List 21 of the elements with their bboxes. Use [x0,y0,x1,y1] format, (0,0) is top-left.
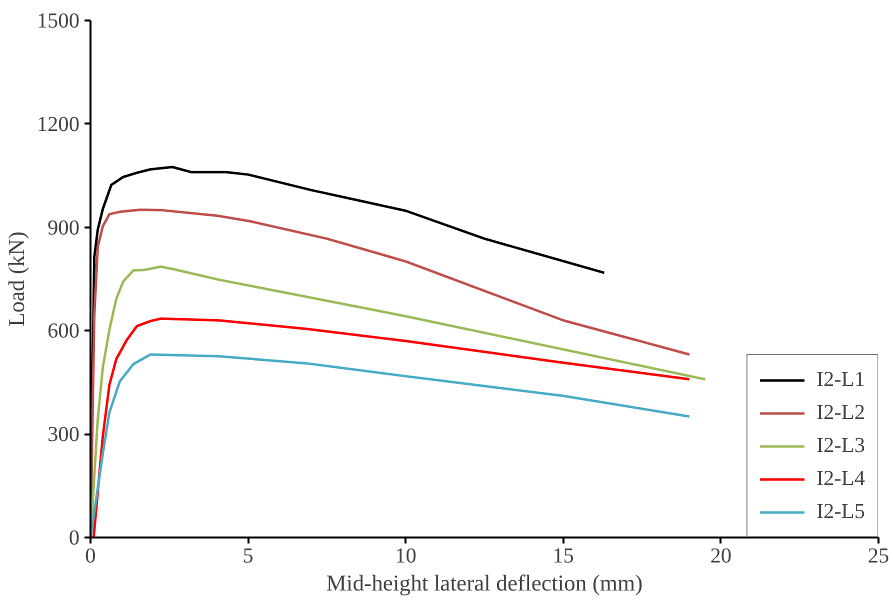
y-axis-title: Load (kN) [4,231,29,326]
y-tick-label: 1500 [36,8,80,32]
legend-label: I2-L5 [816,499,865,524]
x-tick-label: 15 [552,544,574,568]
x-tick-label: 10 [395,544,416,568]
line-series [92,317,691,538]
y-tick-label: 1200 [36,112,80,136]
legend-label: I2-L2 [816,400,865,425]
x-axis-title: Mid-height lateral deflection (mm) [326,570,643,596]
legend-label: I2-L4 [816,466,865,491]
y-tick-label: 600 [48,318,80,343]
x-tick-label: 25 [868,544,890,568]
line-series [90,353,691,538]
y-tick-label: 900 [48,215,80,240]
y-tick-label: 300 [48,422,80,446]
legend-label: I2-L3 [816,433,865,458]
y-tick-label: 0 [68,526,80,550]
x-tick-label: 20 [710,544,732,568]
x-tick-label: 5 [242,544,254,568]
x-tick-label: 0 [85,544,96,568]
legend-label: I2-L1 [816,367,865,392]
